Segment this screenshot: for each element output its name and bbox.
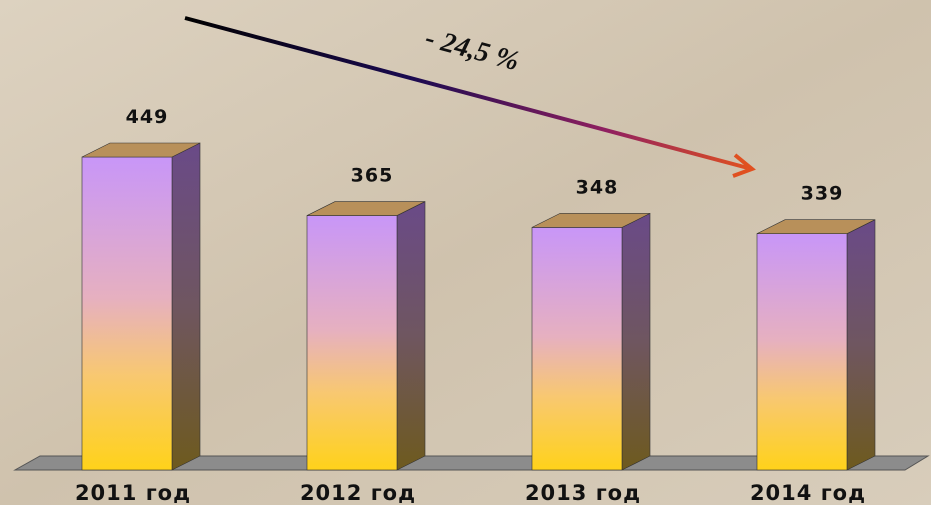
x-tick-label: 2014 год xyxy=(750,481,866,505)
x-tick-label: 2013 год xyxy=(525,481,641,505)
value-label: 449 xyxy=(126,106,169,128)
trend-arrow xyxy=(184,16,749,170)
bar-top xyxy=(306,201,426,216)
bar xyxy=(306,215,398,471)
bar xyxy=(531,227,623,471)
bar-top xyxy=(81,142,201,158)
x-tick-label: 2012 год xyxy=(300,481,416,505)
bar xyxy=(81,156,173,471)
bar xyxy=(756,233,848,471)
value-label: 339 xyxy=(801,183,844,205)
value-label: 365 xyxy=(351,165,394,187)
bar-side xyxy=(846,219,876,471)
bar-side xyxy=(171,142,201,471)
bar-side xyxy=(621,212,651,471)
bar-top xyxy=(756,219,876,234)
bar-side xyxy=(396,201,426,471)
x-tick-label: 2011 год xyxy=(75,481,191,505)
bar-top xyxy=(531,213,651,228)
arrow-head xyxy=(732,153,756,178)
value-label: 348 xyxy=(576,176,619,198)
